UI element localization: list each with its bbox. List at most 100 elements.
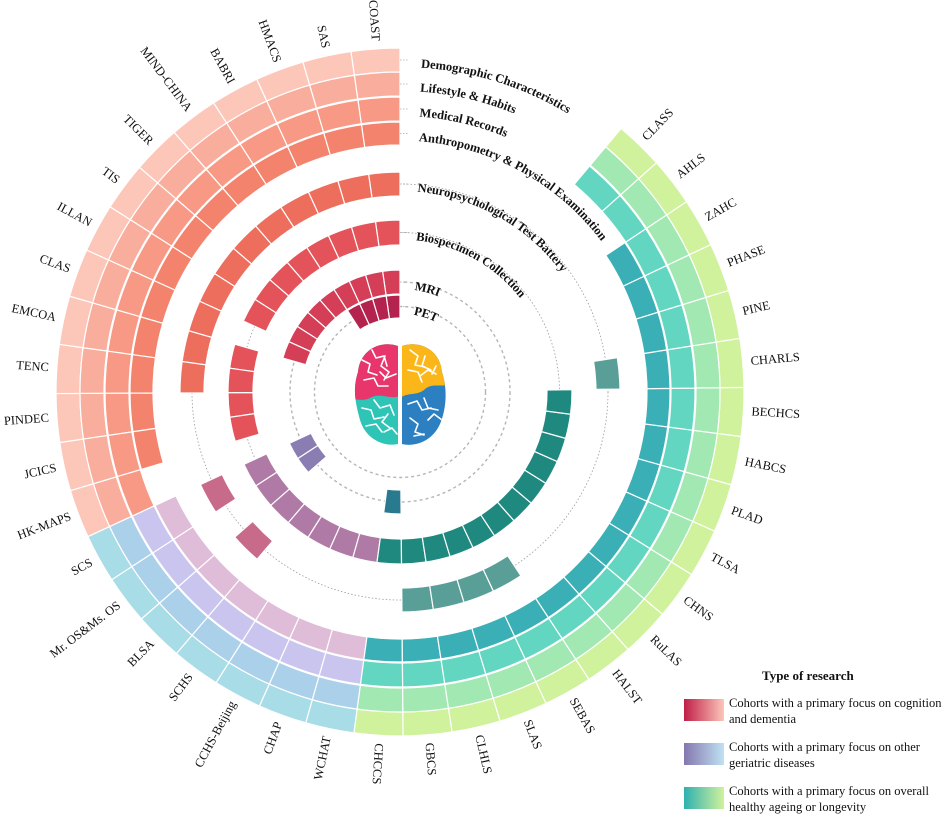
cell-gbcs-track-1 [402,683,450,713]
cohort-label: AHLS [674,150,708,181]
cell-gbcs-track-4 [401,585,435,613]
brain-icon [354,344,446,445]
cell-charls-track-1 [691,341,721,389]
cell-chccs-track-2 [359,659,404,688]
cohort-label: ILLAN [55,199,95,229]
cell-bechcs-track-5 [545,389,573,415]
cell-pindec-track-1 [79,392,108,440]
cell-illan-track-5 [242,298,277,333]
legend-item-geriatric: Cohorts with a primary focus on other ge… [684,739,951,773]
cohort-label: MIND-CHINA [138,44,195,114]
cell-jcics-track-3 [132,427,165,471]
cell-chccs-track-1 [356,684,404,713]
cell-chccs-track-0 [353,708,404,737]
cohort-label: PHASE [725,242,767,270]
cohort-label: BABRI [207,46,238,86]
legend-item-cognition: Cohorts with a primary focus on cognitio… [684,695,951,729]
cell-chccs-track-5 [376,537,403,565]
legend-label: Cohorts with a primary focus on overall … [729,784,929,814]
track-guide-circle [191,183,609,601]
heatmap-cells [55,47,745,737]
cell-chccs-track-3 [363,636,404,663]
cell-charls-track-4 [592,356,621,390]
cohort-label: COAST [366,0,383,42]
cell-sebas-track-4 [482,554,522,592]
cohort-label: HMACS [256,18,285,65]
cohort-label: RuLAS [648,632,685,669]
cell-emcoa-track-4 [181,330,213,366]
cell-coast-track-3 [360,121,401,149]
cell-bechcs-track-1 [692,387,721,435]
cohort-label: CHCCS [370,743,387,785]
cell-pindec-track-3 [129,392,157,433]
cohort-label: PINDEC [3,411,49,428]
cohort-label: TLSA [708,550,742,577]
cell-coast-track-0 [350,47,401,76]
cohort-label: BECHCS [751,404,800,421]
cohort-label: SCHS [166,670,196,704]
track-label: PET [413,304,441,325]
cohort-label: ZAHC [702,195,739,224]
cell-pindec-track-2 [104,392,133,437]
cohort-label: CHNS [681,593,716,624]
cell-coast-track-2 [357,96,401,125]
cell-bechcs-track-0 [716,386,745,438]
track-label: MRI [414,279,443,299]
cohort-label: PLAD [729,503,764,527]
cohort-label: HABCS [744,454,788,476]
cell-jcics-track-5 [229,412,260,443]
cell-chccs-track-6 [382,488,402,515]
cell-gbcs-track-0 [402,707,453,737]
cell-mr-os-ms-os-track-6 [296,444,328,474]
cohort-label: SAS [314,24,333,49]
cohort-label: CLASS [639,106,676,144]
cell-bechcs-track-2 [668,387,696,431]
cohort-label: WCHAT [311,735,334,782]
cell-bechcs-track-3 [644,387,671,428]
cohort-label: JCICS [23,461,58,482]
cohort-label: BLSA [125,637,157,670]
cohort-label: TIS [99,164,122,186]
cell-tenc-track-2 [104,350,133,394]
cohort-label: SLAS [521,718,545,752]
cell-class-track-2 [573,165,621,213]
cohort-label: CHARLS [750,350,800,368]
cell-charls-track-3 [643,349,671,390]
legend-label: Cohorts with a primary focus on other ge… [729,740,920,770]
cell-coast-track-1 [353,71,401,100]
cohort-label: EMCOA [10,301,57,324]
cell-tenc-track-0 [55,343,84,395]
cohort-label: PINE [741,298,772,318]
legend-item-ageing: Cohorts with a primary focus on overall … [684,783,951,817]
cohort-label: CLHLS [472,733,494,775]
cell-clas-track-6 [282,340,312,366]
cell-class-track-1 [589,146,640,196]
legend-swatch [684,699,724,721]
track-guide-circle [313,305,487,479]
cell-gbcs-track-3 [401,635,442,663]
cell-babri-track-7 [346,303,370,331]
cohort-label: CLAS [38,251,73,275]
cohort-label: SEBAS [567,695,598,736]
cell-coast-track-5 [374,219,401,248]
cell-emcoa-track-5 [228,343,260,373]
cohort-label: CCHS-Beijing [192,698,239,770]
cohort-label: HK-MAPS [15,509,73,542]
legend-title: Type of research [762,668,854,683]
cell-tenc-track-1 [79,347,108,395]
cohort-label: TENC [16,358,50,374]
cohort-label: GBCS [422,742,439,776]
cell-coast-track-4 [367,171,401,199]
cell-charls-track-2 [666,345,696,389]
cohort-label: SCS [69,555,95,578]
cohort-label: Mr. OS&Ms. OS [47,598,123,660]
cell-gbcs-track-2 [401,659,446,688]
legend-swatch [684,743,724,765]
cell-zahc-track-3 [604,241,645,287]
cell-pindec-track-5 [227,392,256,418]
cell-blsa-track-4 [233,520,274,561]
cohort-label: HALST [609,667,645,708]
cell-tenc-track-4 [179,360,207,394]
cell-tenc-track-3 [129,353,157,394]
